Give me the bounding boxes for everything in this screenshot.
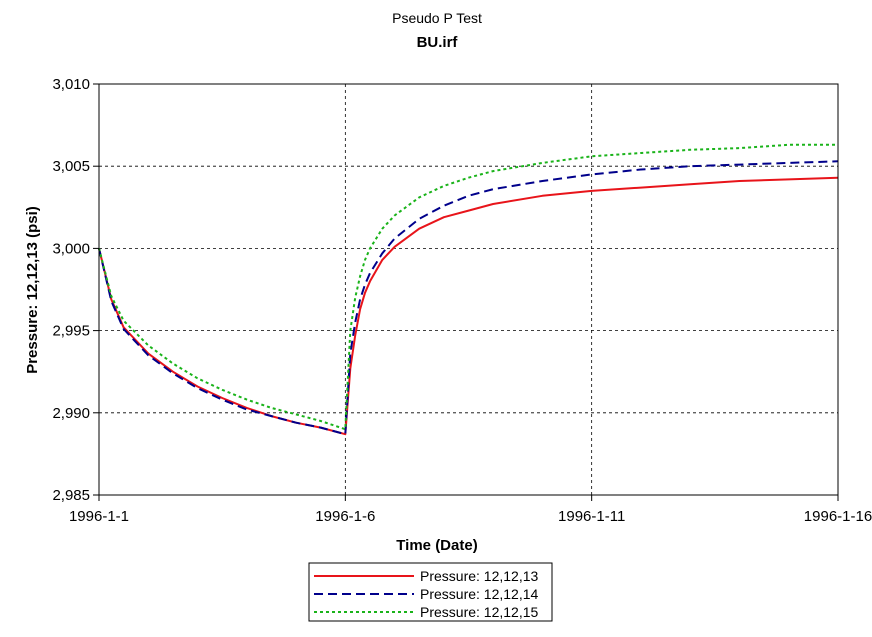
x-tick-label: 1996-1-1	[69, 508, 129, 525]
legend-label-3: Pressure: 12,12,15	[420, 604, 539, 620]
y-tick-label: 2,985	[52, 487, 90, 504]
legend-label-1: Pressure: 12,12,13	[420, 568, 539, 584]
y-tick-label: 2,995	[52, 323, 90, 340]
chart-title: Pseudo P Test	[392, 10, 482, 26]
series-lines	[98, 143, 839, 436]
x-tick-label: 1996-1-11	[558, 508, 625, 525]
x-tick-label: 1996-1-6	[315, 508, 375, 525]
plot-area-frame	[98, 83, 839, 496]
y-tick-label: 3,010	[52, 76, 90, 93]
chart-subtitle: BU.irf	[417, 34, 459, 51]
y-axis-label: Pressure: 12,12,13 (psi)	[24, 206, 41, 374]
y-tick-label: 3,005	[52, 158, 90, 175]
legend-label-2: Pressure: 12,12,14	[420, 586, 539, 602]
legend: Pressure: 12,12,13 Pressure: 12,12,14 Pres…	[308, 562, 553, 622]
series-line-2	[98, 160, 839, 436]
grid-lines	[99, 84, 838, 495]
y-tick-label: 2,990	[52, 405, 90, 422]
axes: 2,985 2,990 2,995 3,000 3,005 3,010 1996-1-1 19…	[52, 76, 872, 525]
series-line-1	[98, 176, 839, 436]
y-tick-label: 3,000	[52, 240, 90, 257]
series-line-3	[98, 143, 838, 431]
x-axis-label: Time (Date)	[396, 537, 477, 554]
x-tick-label: 1996-1-16	[804, 508, 872, 525]
legend-box	[308, 562, 553, 622]
